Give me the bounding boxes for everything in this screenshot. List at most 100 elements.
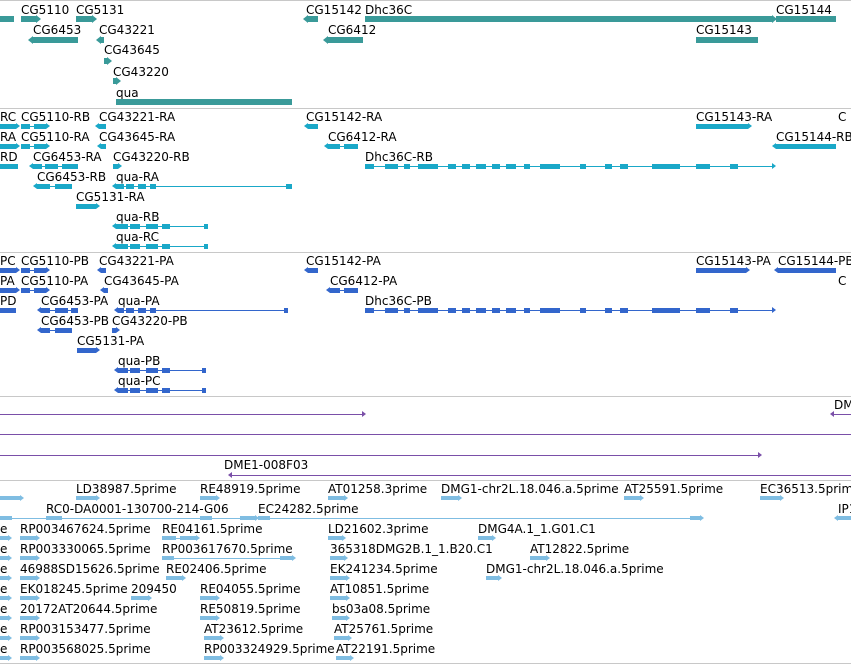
- protein-glyph-exon[interactable]: [652, 307, 680, 313]
- protein-glyph-exon[interactable]: [34, 287, 46, 293]
- est-glyph-exon[interactable]: [328, 536, 342, 540]
- ests-label[interactable]: e: [0, 542, 8, 556]
- proteins-label[interactable]: CG5110-PB: [21, 254, 90, 268]
- est-glyph-exon[interactable]: [20, 636, 36, 640]
- protein-glyph[interactable]: [308, 267, 318, 273]
- transcripts-label[interactable]: CG5110-RB: [21, 110, 91, 124]
- transcripts-label[interactable]: CG6453-RA: [33, 150, 102, 164]
- transcripts-label[interactable]: CG5110-RA: [21, 130, 90, 144]
- transcript-glyph-exon[interactable]: [696, 163, 710, 169]
- transcript-glyph-exon[interactable]: [696, 123, 748, 129]
- ests-label[interactable]: EC24282.5prime: [258, 502, 359, 516]
- transcript-glyph-exon[interactable]: [730, 163, 738, 169]
- gene-glyph[interactable]: [696, 37, 758, 43]
- est-glyph-exon[interactable]: [166, 576, 182, 580]
- transcript-glyph-exon[interactable]: [524, 163, 530, 169]
- est-glyph-exon[interactable]: [690, 516, 700, 520]
- protein-glyph-exon[interactable]: [41, 327, 50, 333]
- protein-glyph-exon[interactable]: [130, 367, 140, 373]
- transcript-glyph-exon[interactable]: [204, 223, 208, 229]
- transcripts-label[interactable]: RC: [0, 110, 17, 124]
- est-glyph-exon[interactable]: [131, 596, 148, 600]
- transcript-glyph-exon[interactable]: [0, 143, 16, 149]
- ests-label[interactable]: 365318DMG2B.1_1.B20.C1: [330, 542, 493, 556]
- proteins-label[interactable]: CG43220-PB: [112, 314, 188, 328]
- ests-label[interactable]: DMG1-chr2L.18.046.a.5prime: [441, 482, 619, 496]
- est-glyph-exon[interactable]: [20, 616, 36, 620]
- est-glyph-exon[interactable]: [0, 536, 8, 540]
- est-glyph-exon[interactable]: [624, 496, 640, 500]
- ests-label[interactable]: 46988SD15626.5prime: [20, 562, 160, 576]
- ests-label[interactable]: AT12822.5prime: [530, 542, 630, 556]
- protein-glyph-exon[interactable]: [71, 307, 78, 313]
- transcript-glyph-exon[interactable]: [492, 163, 500, 169]
- ests-label[interactable]: e: [0, 622, 8, 636]
- ests-label[interactable]: AT23612.5prime: [204, 622, 304, 636]
- est-glyph-exon[interactable]: [760, 496, 780, 500]
- protein-glyph-exon[interactable]: [0, 267, 16, 273]
- protein-glyph-exon[interactable]: [0, 287, 16, 293]
- protein-glyph-exon[interactable]: [448, 307, 456, 313]
- gene-glyph[interactable]: [76, 16, 92, 22]
- transcript-glyph-exon[interactable]: [130, 223, 140, 229]
- transcript-glyph[interactable]: [308, 123, 318, 129]
- transcript-glyph-exon[interactable]: [344, 143, 358, 149]
- protein-glyph-exon[interactable]: [696, 307, 710, 313]
- est-glyph-exon[interactable]: [332, 616, 346, 620]
- est-glyph-exon[interactable]: [334, 636, 348, 640]
- genes-label[interactable]: Dhc36C: [365, 3, 413, 17]
- ests-label[interactable]: RE48919.5prime: [200, 482, 301, 496]
- transcript-glyph-exon[interactable]: [605, 163, 612, 169]
- ests-label[interactable]: RP003330065.5prime: [20, 542, 151, 556]
- est-glyph-exon[interactable]: [200, 496, 216, 500]
- transcript-glyph-exon[interactable]: [540, 163, 560, 169]
- transcript-glyph-exon[interactable]: [21, 143, 30, 149]
- protein-glyph-exon[interactable]: [0, 307, 16, 313]
- protein-glyph-exon[interactable]: [21, 287, 30, 293]
- protein-glyph-exon[interactable]: [77, 347, 96, 353]
- gene-glyph[interactable]: [113, 78, 116, 84]
- est-glyph-exon[interactable]: [0, 556, 8, 560]
- alignments-label[interactable]: DME1-008F03: [224, 458, 309, 472]
- transcripts-label[interactable]: CG5131-RA: [76, 190, 145, 204]
- est-glyph-exon[interactable]: [20, 656, 36, 660]
- transcript-glyph-exon[interactable]: [45, 163, 58, 169]
- protein-glyph-exon[interactable]: [778, 267, 836, 273]
- transcript-glyph-exon[interactable]: [286, 183, 292, 189]
- est-glyph-exon[interactable]: [0, 576, 8, 580]
- ests-label[interactable]: RE04161.5prime: [162, 522, 263, 536]
- transcript-glyph-exon[interactable]: [130, 243, 140, 249]
- est-glyph-exon[interactable]: [180, 536, 196, 540]
- gene-glyph[interactable]: [33, 37, 78, 43]
- transcript-glyph-exon[interactable]: [476, 163, 486, 169]
- transcripts-label[interactable]: qua-RA: [116, 170, 159, 184]
- est-glyph-exon[interactable]: [0, 596, 8, 600]
- transcript-glyph-exon[interactable]: [0, 123, 16, 129]
- proteins-label[interactable]: CG15143-PA: [696, 254, 771, 268]
- proteins-label[interactable]: PA: [0, 274, 15, 288]
- ests-label[interactable]: IP1: [838, 502, 851, 516]
- transcript-glyph-exon[interactable]: [62, 163, 78, 169]
- transcript-glyph-exon[interactable]: [34, 123, 46, 129]
- ests-label[interactable]: DMG1-chr2L.18.046.a.5prime: [486, 562, 664, 576]
- est-glyph-exon[interactable]: [20, 596, 36, 600]
- proteins-label[interactable]: PC: [0, 254, 16, 268]
- protein-glyph-exon[interactable]: [126, 307, 134, 313]
- transcript-glyph-exon[interactable]: [146, 243, 158, 249]
- est-glyph-exon[interactable]: [530, 556, 546, 560]
- ests-label[interactable]: RE04055.5prime: [200, 582, 301, 596]
- est-glyph-exon[interactable]: [20, 576, 36, 580]
- est-glyph-exon[interactable]: [240, 516, 255, 520]
- protein-glyph-exon[interactable]: [284, 307, 288, 313]
- proteins-label[interactable]: CG43221-PA: [99, 254, 174, 268]
- ests-label[interactable]: 20172AT20644.5prime: [20, 602, 158, 616]
- transcript-glyph-exon[interactable]: [116, 223, 128, 229]
- transcript-glyph-exon[interactable]: [418, 163, 438, 169]
- ests-label[interactable]: DMG4A.1_1.G01.C1: [478, 522, 596, 536]
- ests-label[interactable]: 209450: [131, 582, 177, 596]
- transcript-glyph-exon[interactable]: [55, 183, 72, 189]
- proteins-label[interactable]: C: [838, 274, 847, 288]
- proteins-label[interactable]: qua-PB: [118, 354, 161, 368]
- genes-label[interactable]: CG15144: [776, 3, 832, 17]
- est-glyph-exon[interactable]: [486, 576, 498, 580]
